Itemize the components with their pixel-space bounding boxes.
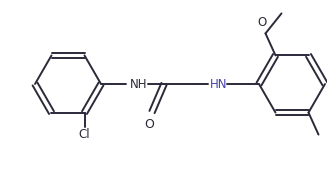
Text: O: O: [144, 118, 154, 131]
Text: HN: HN: [210, 77, 228, 91]
Text: O: O: [258, 16, 267, 29]
Text: Cl: Cl: [79, 128, 90, 141]
Text: NH: NH: [130, 77, 147, 91]
